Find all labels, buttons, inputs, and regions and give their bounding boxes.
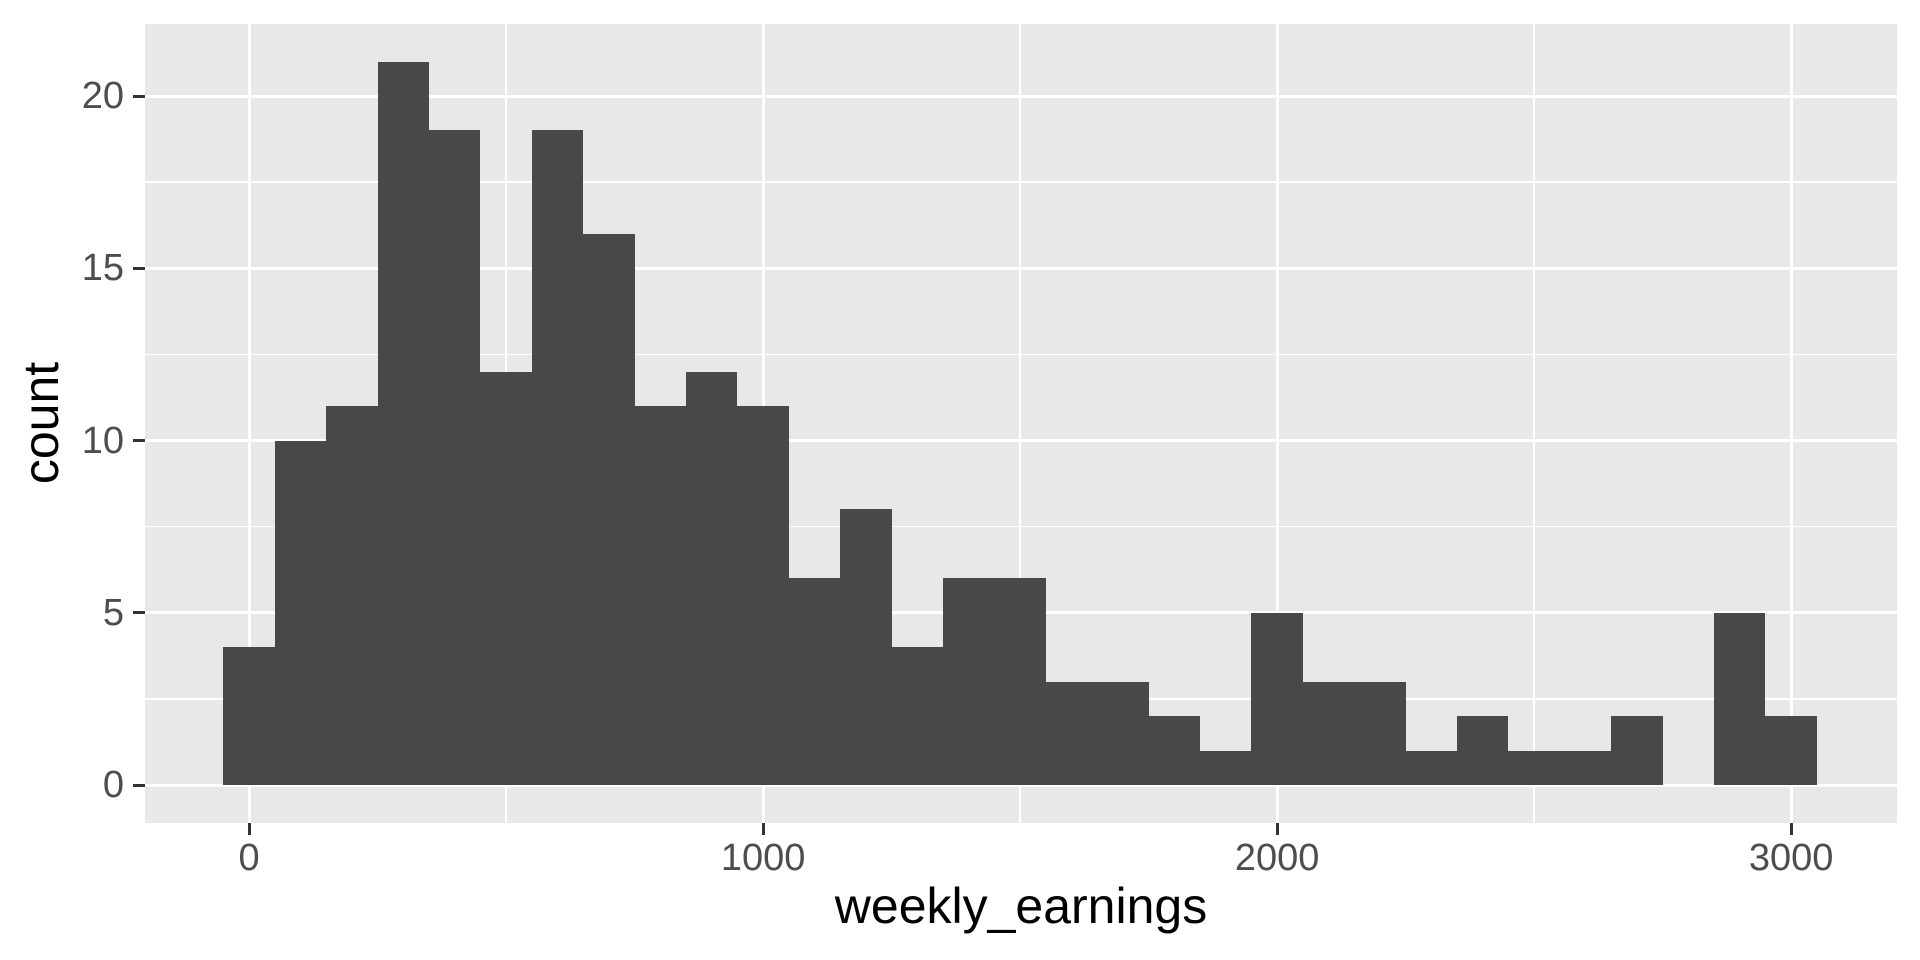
x-tick-label: 1000	[720, 837, 806, 879]
x-axis-tick	[247, 823, 251, 835]
x-axis-title: weekly_earnings	[834, 878, 1208, 934]
histogram-bar	[429, 130, 481, 785]
x-tick-label: 3000	[1748, 837, 1834, 879]
histogram-bar	[1148, 716, 1200, 785]
histogram-bar	[1354, 681, 1406, 785]
histogram-bar	[583, 233, 635, 785]
histogram-bar	[686, 371, 738, 785]
x-tick-label: 2000	[1234, 837, 1320, 879]
histogram-bar	[377, 61, 429, 785]
histogram-bar	[1097, 681, 1149, 785]
x-tick-label: 0	[238, 837, 260, 879]
y-axis-tick	[133, 783, 145, 787]
histogram-bar	[274, 440, 327, 785]
histogram-bar	[634, 406, 686, 785]
y-tick-label: 20	[81, 75, 124, 117]
x-axis-tick	[1275, 823, 1279, 835]
histogram-bar	[891, 647, 943, 785]
y-major-gridline	[145, 266, 1897, 270]
x-axis-tick	[761, 823, 765, 835]
y-minor-gridline	[145, 353, 1897, 356]
y-major-gridline	[145, 94, 1897, 98]
histogram-bar	[531, 130, 584, 785]
histogram-bar	[1611, 716, 1663, 785]
y-axis-tick	[133, 94, 145, 98]
histogram-bar	[326, 406, 378, 785]
histogram-bar	[788, 578, 841, 785]
histogram-bar	[1765, 716, 1817, 785]
y-axis-title: count	[13, 361, 69, 485]
y-tick-label: 0	[102, 764, 124, 806]
y-minor-gridline	[145, 525, 1897, 528]
y-axis-tick	[133, 439, 145, 442]
y-axis-tick	[133, 266, 145, 270]
histogram-bar	[1714, 612, 1766, 785]
histogram-bar	[1302, 681, 1355, 785]
y-tick-label: 5	[102, 591, 124, 634]
y-major-gridline	[145, 783, 1897, 787]
y-minor-gridline	[145, 181, 1897, 183]
histogram-bar	[994, 578, 1046, 785]
x-axis-tick	[1789, 823, 1793, 835]
histogram-bar	[1508, 750, 1560, 785]
y-tick-label: 15	[81, 247, 124, 290]
histogram-bar	[737, 406, 789, 785]
histogram-bar	[1045, 681, 1098, 785]
histogram-bar	[840, 509, 892, 785]
histogram-bar	[223, 647, 275, 785]
histogram-bar	[943, 578, 995, 785]
x-major-gridline	[1789, 24, 1793, 823]
histogram-bar	[1251, 612, 1303, 785]
y-tick-label: 10	[81, 419, 124, 462]
histogram-bar	[1405, 750, 1457, 785]
histogram-bar	[1559, 750, 1612, 785]
x-minor-gridline	[1019, 24, 1021, 823]
histogram-bar	[480, 371, 532, 785]
x-minor-gridline	[1533, 24, 1535, 823]
plot-panel	[145, 24, 1897, 823]
y-major-gridline	[145, 439, 1897, 442]
x-major-gridline	[1275, 24, 1279, 823]
x-major-gridline	[247, 24, 251, 823]
histogram-bar	[1200, 750, 1252, 785]
y-axis-tick	[133, 611, 145, 615]
histogram-bar	[1457, 716, 1509, 785]
